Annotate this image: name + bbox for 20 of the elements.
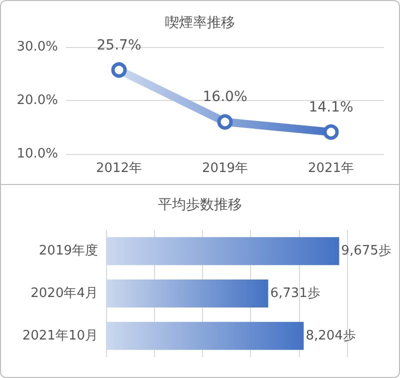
point: [217, 114, 233, 130]
y-tick-label: 2019年度: [38, 242, 98, 259]
y-tick-label: 2020年4月: [30, 286, 98, 301]
data-label: 14.1%: [308, 99, 354, 116]
data-label: 6,731歩: [270, 286, 320, 301]
point: [111, 62, 127, 78]
data-label: 9,675歩: [341, 244, 392, 259]
data-label: 8,204歩: [306, 328, 356, 344]
point: [323, 124, 339, 140]
chart-title: 喫煙率推移: [165, 15, 235, 31]
y-tick-label: 2021年10月: [22, 328, 98, 344]
data-label: 16.0%: [202, 89, 248, 106]
data-label: 25.7%: [96, 37, 142, 54]
x-tick-label: 2019年: [202, 161, 248, 176]
y-tick-label: 10.0%: [16, 146, 58, 162]
x-tick-label: 2021年: [308, 161, 354, 176]
chart-title: 平均歩数推移: [158, 197, 242, 213]
y-tick-label: 30.0%: [16, 40, 58, 54]
x-tick-label: 2012年: [96, 161, 142, 176]
y-tick-label: 20.0%: [16, 93, 58, 108]
